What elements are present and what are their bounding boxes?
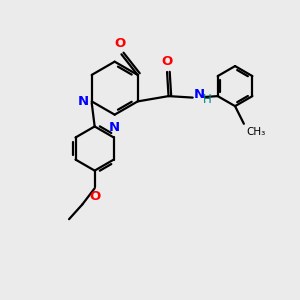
- Text: H: H: [203, 93, 212, 106]
- Text: O: O: [161, 55, 173, 68]
- Text: O: O: [89, 190, 100, 203]
- Text: N: N: [78, 95, 89, 108]
- Text: O: O: [114, 37, 126, 50]
- Text: N: N: [109, 121, 120, 134]
- Text: CH₃: CH₃: [246, 127, 266, 137]
- Text: N: N: [194, 88, 205, 101]
